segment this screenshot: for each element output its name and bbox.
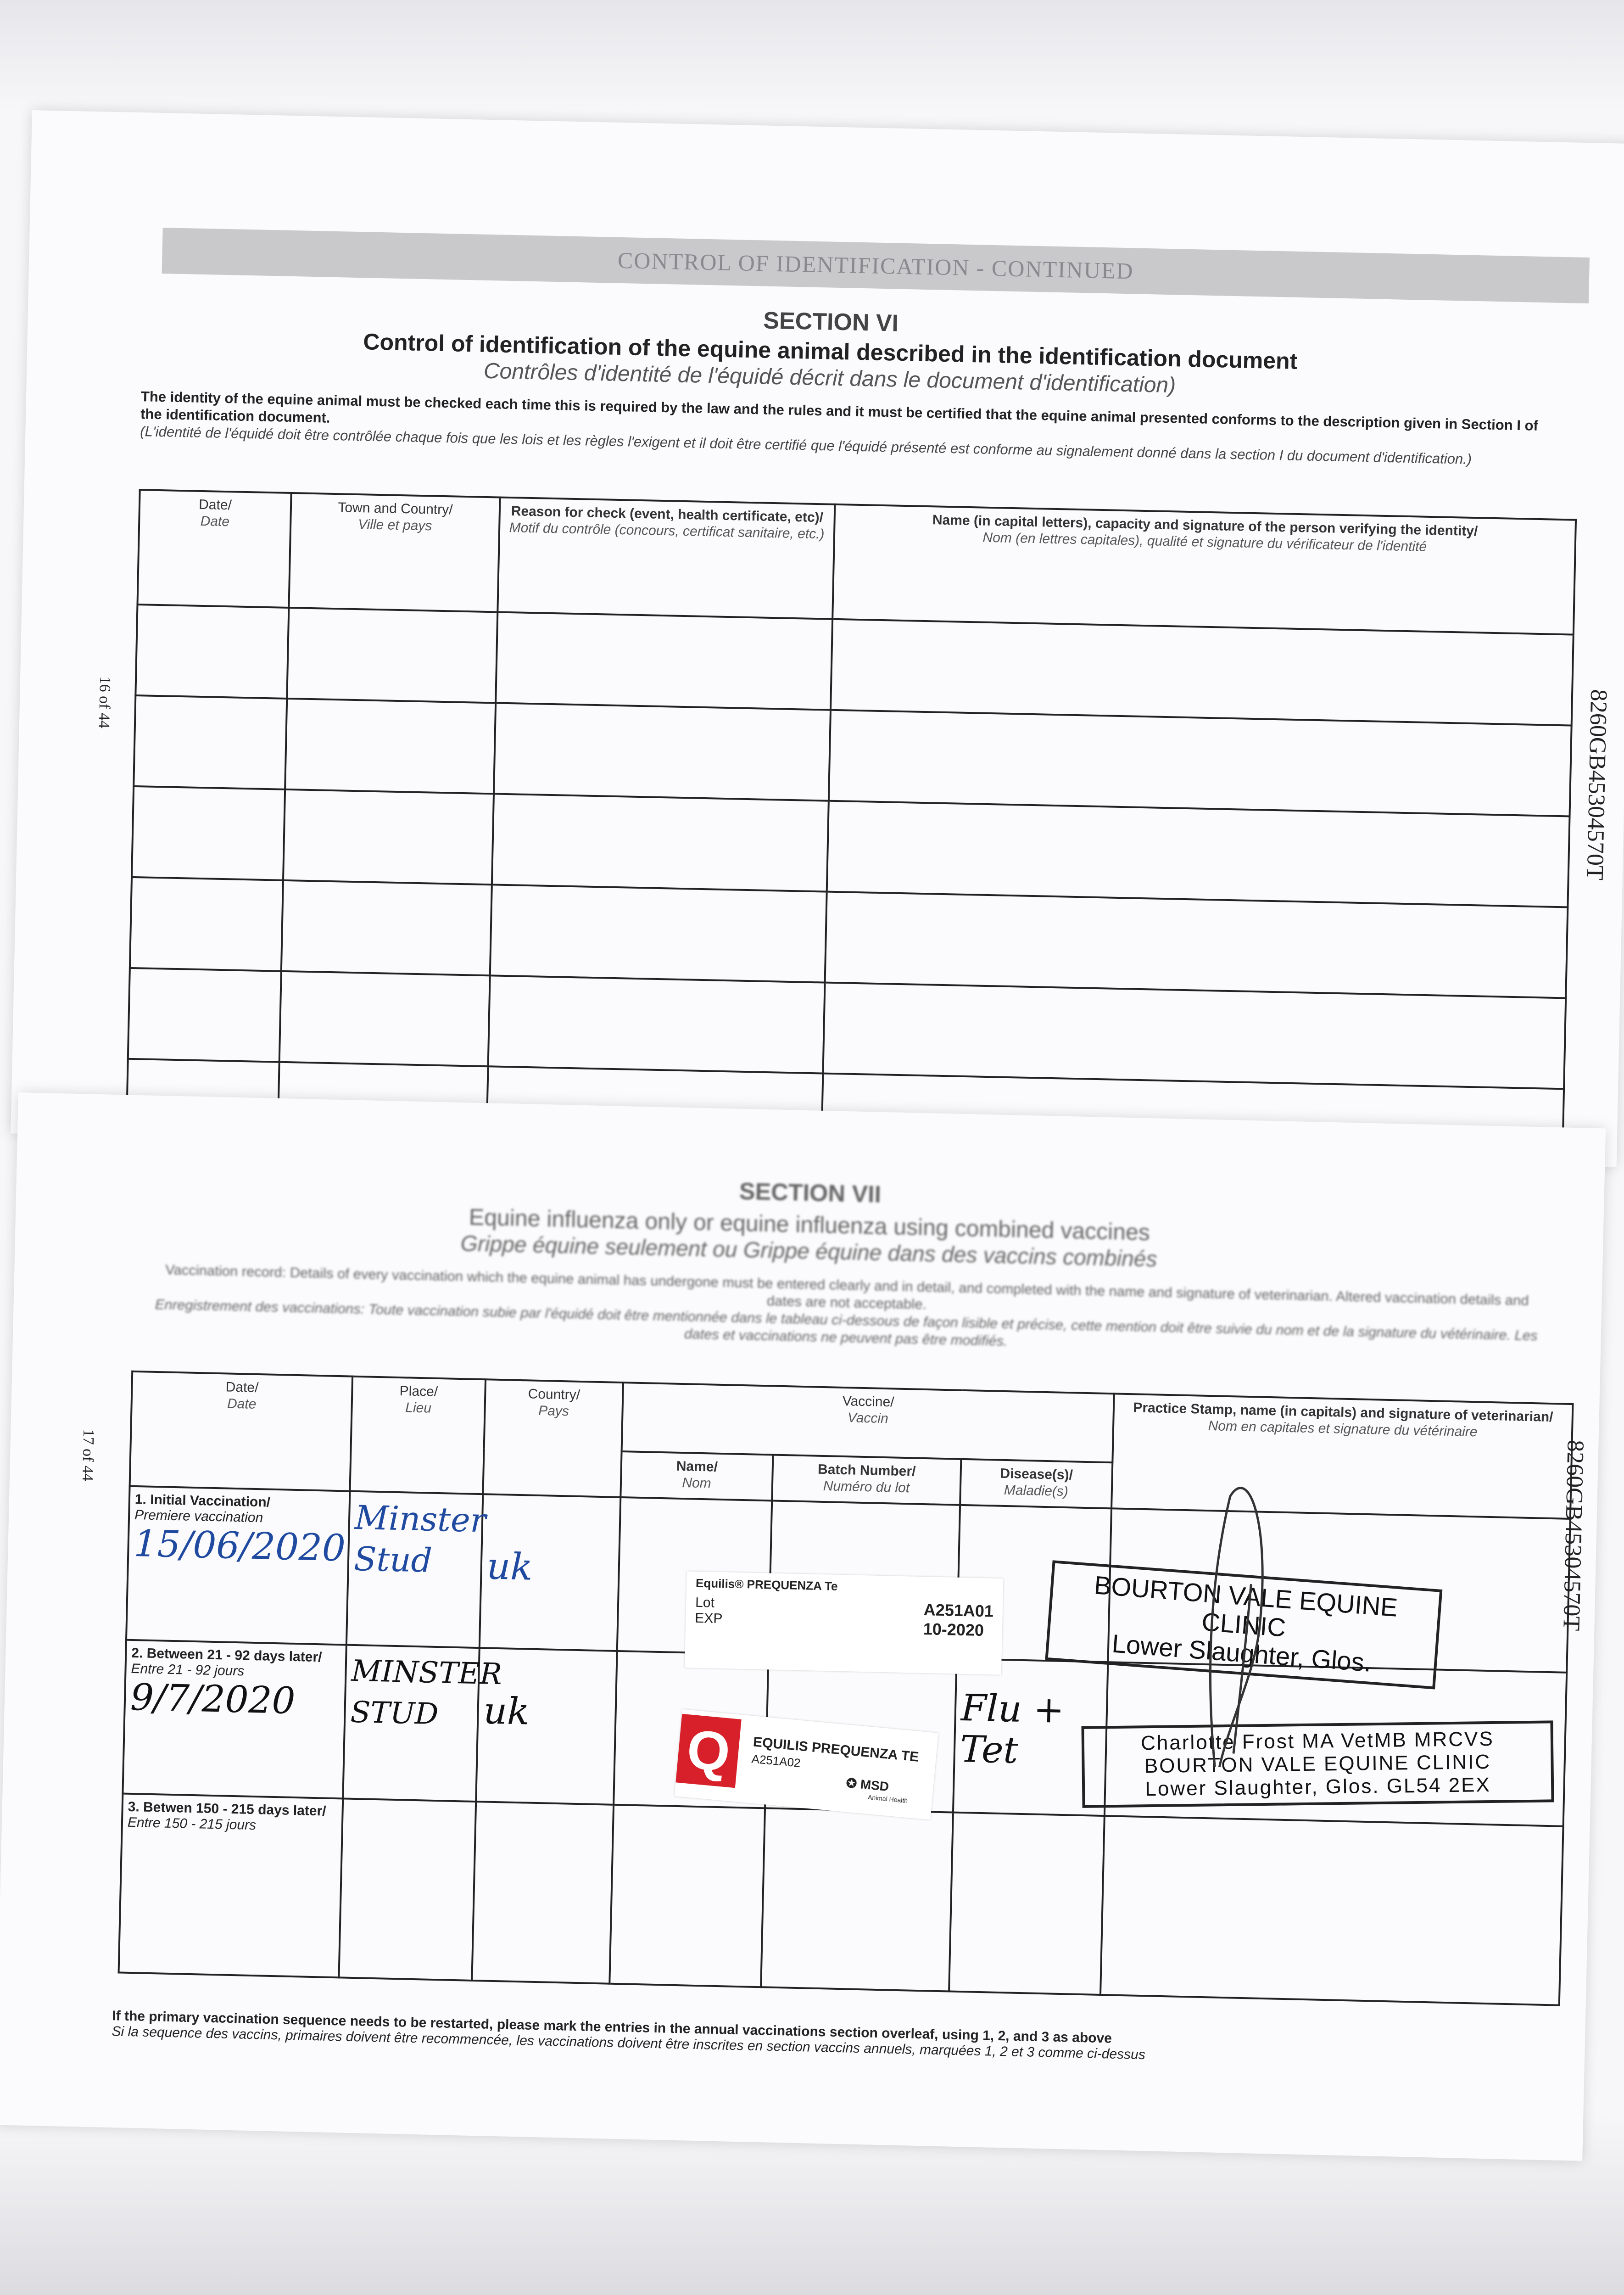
page-16: CONTROL OF IDENTIFICATION - CONTINUED SE…: [11, 110, 1624, 1167]
header-vaccine: Vaccine/Vaccin: [621, 1383, 1114, 1463]
identity-check-table: Date/Date Town and Country/Ville et pays…: [126, 489, 1577, 1159]
document-number: 8260GB45304570T: [1581, 689, 1612, 881]
handwritten-date: 9/7/2020: [130, 1675, 296, 1723]
header-name: Name (in capital letters), capacity and …: [832, 504, 1576, 635]
veterinarian-stamp: Charlotte Frost MA VetMB MRCVS BOURTON V…: [1081, 1720, 1554, 1808]
section-band: CONTROL OF IDENTIFICATION - CONTINUED: [162, 228, 1590, 304]
msd-logo: ✪ MSD: [845, 1775, 890, 1794]
page-17: SECTION VII Equine influenza only or equ…: [0, 1092, 1606, 2161]
handwritten-date: 15/06/2020: [133, 1522, 346, 1570]
prequenza-logo-icon: Q: [675, 1713, 742, 1788]
header-town: Town and Country/Ville et pays: [289, 493, 500, 612]
header-batch: Batch Number/Numéro du lot: [772, 1455, 961, 1505]
veterinarian-signature: [1209, 1487, 1264, 1768]
header-disease: Disease(s)/Maladie(s): [960, 1459, 1113, 1509]
header-place: Place/Lieu: [350, 1376, 486, 1495]
handwritten-country[interactable]: uk: [479, 1494, 621, 1651]
header-country: Country/Pays: [483, 1379, 623, 1498]
header-vaccine-name: Name/Nom: [620, 1451, 773, 1501]
lot-number: A251A02: [751, 1752, 801, 1770]
expiry: 10-2020: [923, 1619, 984, 1640]
page-number: 17 of 44: [78, 1429, 97, 1482]
handwritten-place[interactable]: MINSTER STUD: [343, 1645, 502, 1802]
header-date: Date/Date: [137, 490, 291, 608]
page-number: 16 of 44: [95, 676, 114, 729]
vaccination-table: Date/Date Place/Lieu Country/Pays Vaccin…: [118, 1371, 1574, 2006]
document-number: 8260GB45304570T: [1558, 1439, 1589, 1631]
table-row: 3. Betwen 150 - 215 days later/Entre 150…: [118, 1793, 1563, 2005]
vaccine-sticker-1: Equilis® PREQUENZA Te Lot EXP A251A01 10-2…: [684, 1571, 1004, 1675]
header-reason: Reason for check (event, health certific…: [497, 497, 835, 619]
lot-number: A251A01: [923, 1600, 994, 1621]
handwritten-place[interactable]: Minster Stud: [346, 1491, 486, 1648]
header-date: Date/Date: [129, 1371, 353, 1491]
